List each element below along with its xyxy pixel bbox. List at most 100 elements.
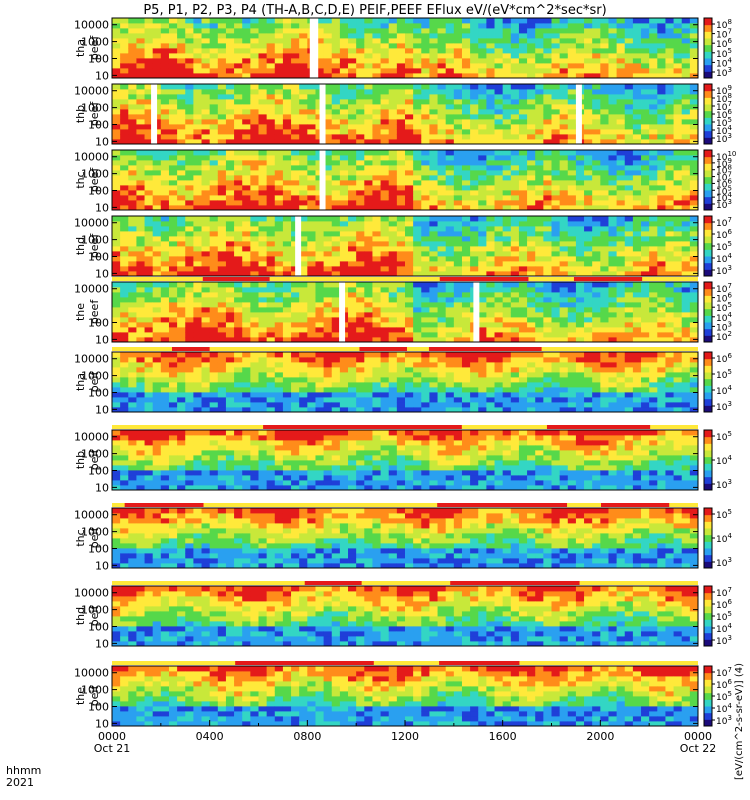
heatmap-cell (527, 282, 536, 288)
heatmap-cell (168, 139, 178, 145)
heatmap-cell (372, 94, 381, 100)
heatmap-cell (559, 155, 569, 161)
heatmap-cell (177, 357, 186, 363)
heatmap-cell (396, 327, 406, 333)
heatmap-cell (299, 195, 308, 201)
heatmap-cell (258, 256, 268, 262)
heatmap-cell (266, 402, 276, 408)
heatmap-cell (234, 200, 243, 206)
heatmap-cell (641, 221, 650, 227)
heatmap-cell (274, 190, 284, 196)
heatmap-cell (559, 302, 569, 308)
heatmap-cell (258, 266, 268, 272)
heatmap-cell (209, 297, 219, 303)
heatmap-cell (502, 23, 512, 29)
heatmap-cell (112, 18, 121, 24)
heatmap-cell (673, 114, 683, 120)
heatmap-cell (600, 23, 609, 29)
heatmap-cell (689, 221, 699, 227)
heatmap-cell (494, 58, 504, 64)
heatmap-cell (494, 48, 504, 54)
heatmap-cell (315, 261, 325, 267)
heatmap-cell (152, 155, 162, 161)
heatmap-cell (559, 317, 569, 323)
heatmap-cell (201, 200, 211, 206)
heatmap-cell (160, 139, 170, 145)
heatmap-cell (657, 175, 666, 181)
heatmap-cell (632, 327, 642, 333)
heatmap-cell (177, 23, 186, 29)
heatmap-cell (673, 48, 683, 54)
heatmap-cell (128, 195, 137, 201)
heatmap-cell (315, 43, 325, 49)
heatmap-cell (136, 205, 145, 211)
heatmap-cell (535, 124, 544, 130)
heatmap-cell (502, 307, 512, 313)
heatmap-cell (405, 352, 414, 358)
heatmap-cell (535, 190, 544, 196)
heatmap-cell (421, 195, 430, 201)
heatmap-cell (193, 53, 202, 59)
heatmap-cell (291, 205, 300, 211)
heatmap-cell (185, 53, 194, 59)
heatmap-cell (258, 312, 268, 318)
heatmap-cell (396, 63, 406, 69)
heatmap-cell (128, 392, 137, 398)
heatmap-cell (421, 402, 430, 408)
heatmap-cell (543, 337, 552, 343)
heatmap-cell (632, 33, 642, 39)
heatmap-cell (152, 241, 162, 247)
heatmap-cell (657, 84, 666, 90)
heatmap-cell (527, 190, 536, 196)
heatmap-cell (502, 332, 512, 338)
heatmap-cell (518, 256, 528, 262)
heatmap-cell (266, 104, 276, 110)
heatmap-cell (201, 397, 211, 403)
heatmap-cell (405, 114, 414, 120)
heatmap-cell (136, 175, 145, 181)
heatmap-cell (177, 382, 186, 388)
heatmap-cell (152, 332, 162, 338)
heatmap-cell (274, 241, 284, 247)
heatmap-cell (527, 139, 536, 145)
heatmap-cell (364, 231, 373, 237)
heatmap-cell (234, 261, 243, 267)
heatmap-cell (429, 73, 438, 79)
heatmap-cell (453, 231, 463, 237)
heatmap-cell (128, 226, 137, 232)
heatmap-cell (510, 150, 520, 156)
heatmap-cell (502, 246, 512, 252)
heatmap-cell (258, 150, 268, 156)
heatmap-cell (299, 256, 308, 262)
heatmap-cell (152, 18, 162, 24)
heatmap-cell (535, 297, 544, 303)
heatmap-cell (689, 195, 699, 201)
heatmap-cell (657, 53, 666, 59)
heatmap-cell (673, 124, 683, 130)
heatmap-cell (388, 205, 398, 211)
heatmap-cell (388, 372, 398, 378)
heatmap-cell (128, 292, 137, 298)
heatmap-cell (112, 372, 121, 378)
heatmap-cell (380, 104, 390, 110)
heatmap-cell (494, 165, 504, 171)
heatmap-cell (380, 387, 390, 393)
heatmap-cell (624, 94, 634, 100)
heatmap-cell (250, 402, 259, 408)
heatmap-cell (632, 48, 642, 54)
heatmap-cell (266, 68, 276, 74)
heatmap-cell (689, 287, 699, 293)
heatmap-cell (315, 327, 325, 333)
heatmap-cell (209, 160, 219, 166)
heatmap-cell (201, 28, 211, 34)
heatmap-cell (665, 307, 674, 313)
heatmap-cell (282, 185, 292, 191)
heatmap-cell (575, 231, 585, 237)
heatmap-cell (405, 129, 414, 135)
heatmap-cell (112, 170, 121, 176)
heatmap-cell (185, 337, 194, 343)
heatmap-cell (437, 58, 447, 64)
heatmap-cell (510, 226, 520, 232)
heatmap-cell (177, 205, 186, 211)
heatmap-cell (518, 155, 528, 161)
